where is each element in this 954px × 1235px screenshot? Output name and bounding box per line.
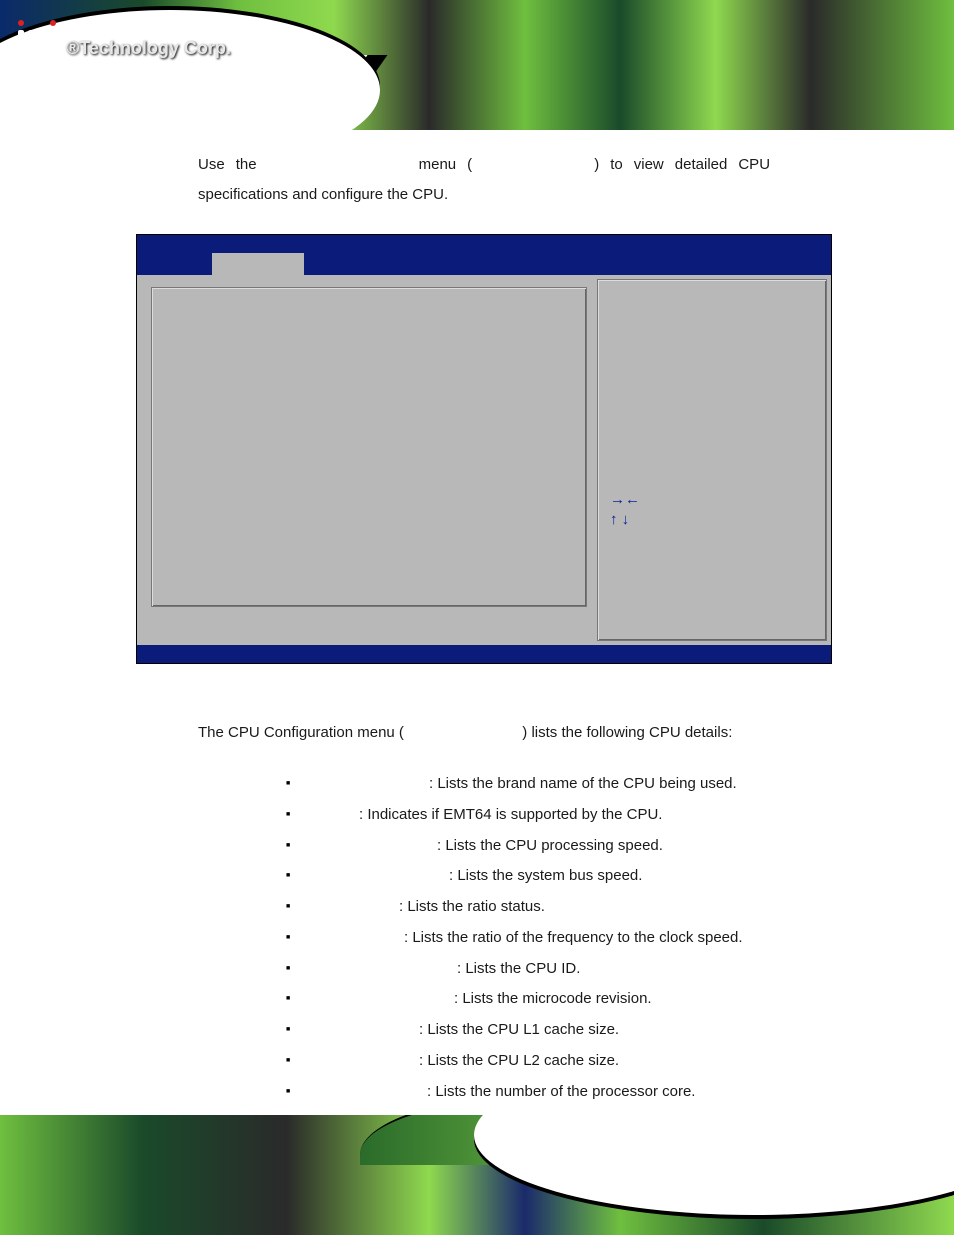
bios-right-panel: →← ↑ ↓ bbox=[597, 279, 827, 641]
details-item: : Lists the CPU L2 cache size. bbox=[286, 1046, 770, 1077]
detail-description: : Lists the CPU L1 cache size. bbox=[419, 1021, 619, 1038]
details-item: : Lists the number of the processor core… bbox=[286, 1077, 770, 1108]
detail-description: : Lists the brand name of the CPU being … bbox=[429, 775, 737, 792]
details-section: The CPU Configuration menu ( ) lists the… bbox=[198, 724, 770, 1169]
details-intro-suffix: ) lists the following CPU details: bbox=[522, 724, 732, 741]
details-item: : Lists the microcode revision. bbox=[286, 984, 770, 1015]
header-decoration: ®Technology Corp. bbox=[0, 0, 954, 130]
footer-decoration bbox=[0, 1115, 954, 1235]
bios-nav-arrows: →← ↑ ↓ bbox=[610, 490, 640, 529]
logo-glyph-i2 bbox=[50, 30, 56, 66]
logo-glyph-e bbox=[27, 30, 47, 66]
bios-footer-bar bbox=[137, 645, 831, 663]
detail-description: : Lists the CPU processing speed. bbox=[437, 837, 663, 854]
details-item: : Lists the system bus speed. bbox=[286, 861, 770, 892]
details-item: : Lists the CPU processing speed. bbox=[286, 831, 770, 862]
footer-curve-white bbox=[474, 1115, 954, 1215]
page-content: Use the menu ( ) to view detailed CPU sp… bbox=[136, 150, 832, 1169]
bios-tab-spacer-left bbox=[137, 253, 212, 275]
details-item: : Lists the CPU L1 cache size. bbox=[286, 1015, 770, 1046]
details-item: : Lists the ratio status. bbox=[286, 892, 770, 923]
detail-description: : Lists the CPU ID. bbox=[457, 960, 580, 977]
details-item: : Indicates if EMT64 is supported by the… bbox=[286, 800, 770, 831]
detail-description: : Lists the microcode revision. bbox=[454, 990, 652, 1007]
header-curve bbox=[0, 10, 380, 130]
details-item: : Lists the brand name of the CPU being … bbox=[286, 769, 770, 800]
intro-prefix: Use the bbox=[198, 156, 268, 173]
details-item: : Lists the CPU ID. bbox=[286, 954, 770, 985]
logo: ®Technology Corp. bbox=[18, 30, 231, 66]
bios-tab-active bbox=[212, 253, 304, 275]
bios-screenshot: →← ↑ ↓ bbox=[136, 234, 832, 664]
detail-description: : Lists the CPU L2 cache size. bbox=[419, 1052, 619, 1069]
bios-left-panel bbox=[141, 279, 593, 641]
details-item: : Lists the ratio of the frequency to th… bbox=[286, 923, 770, 954]
bios-tab-spacer-right bbox=[304, 253, 831, 275]
bios-arrow-row2: ↑ ↓ bbox=[610, 510, 640, 530]
details-intro: The CPU Configuration menu ( ) lists the… bbox=[198, 724, 770, 741]
detail-description: : Lists the system bus speed. bbox=[449, 867, 642, 884]
detail-description: : Lists the ratio of the frequency to th… bbox=[404, 929, 743, 946]
bios-arrow-row1: →← bbox=[610, 490, 640, 510]
detail-description: : Lists the ratio status. bbox=[399, 898, 545, 915]
intro-mid: menu ( bbox=[419, 156, 473, 173]
logo-text: ®Technology Corp. bbox=[66, 38, 231, 59]
bios-body: →← ↑ ↓ bbox=[137, 275, 831, 645]
details-intro-prefix: The CPU Configuration menu ( bbox=[198, 724, 404, 741]
logo-glyph-i bbox=[18, 30, 24, 66]
logo-mark bbox=[18, 30, 56, 66]
bios-title-bar bbox=[137, 235, 831, 253]
bios-left-inner bbox=[151, 287, 587, 607]
intro-suffix: ) to view detailed CPU specifications an… bbox=[198, 156, 770, 203]
detail-description: : Indicates if EMT64 is supported by the… bbox=[359, 806, 662, 823]
intro-paragraph: Use the menu ( ) to view detailed CPU sp… bbox=[198, 150, 770, 210]
details-list: : Lists the brand name of the CPU being … bbox=[286, 769, 770, 1169]
detail-description: : Lists the number of the processor core… bbox=[427, 1083, 695, 1100]
bios-tab-row bbox=[137, 253, 831, 275]
